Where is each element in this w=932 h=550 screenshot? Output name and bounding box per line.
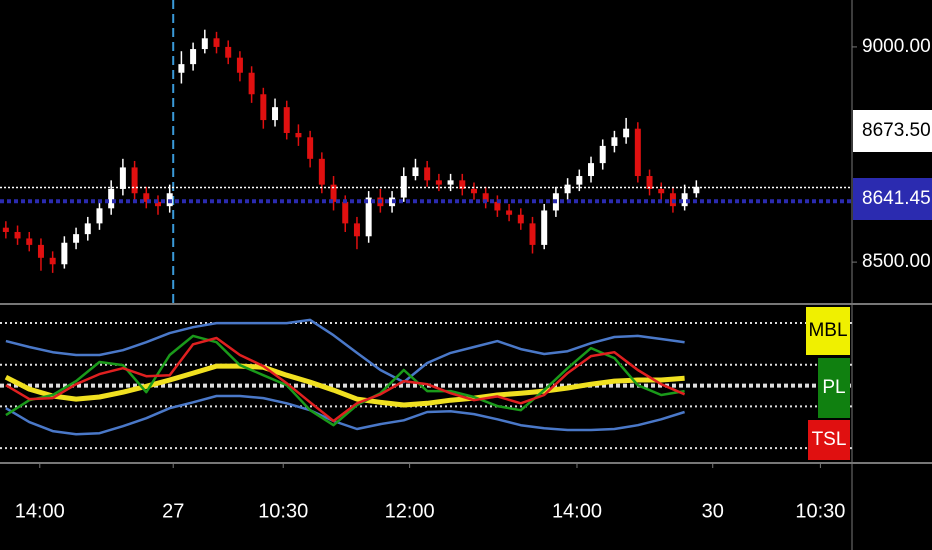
x-tick-label: 30 <box>702 500 724 522</box>
candle-body <box>84 223 91 235</box>
candle-body <box>470 188 477 194</box>
candle-body <box>295 132 302 138</box>
candle-body <box>681 193 688 207</box>
price-label: 8641.45 <box>862 188 931 209</box>
price-label-box <box>853 178 932 220</box>
candle-body <box>658 188 665 194</box>
candle-body <box>576 176 583 185</box>
candle-body <box>634 128 641 177</box>
candle-body <box>459 180 466 189</box>
candle-body <box>342 201 349 224</box>
x-tick-label: 14:00 <box>15 500 65 522</box>
candle-body <box>588 163 595 177</box>
candle-body <box>49 257 56 265</box>
candle-body <box>365 197 372 237</box>
candle-body <box>646 176 653 189</box>
candle-body <box>213 38 220 47</box>
indicator-line <box>5 318 685 384</box>
candle-body <box>236 57 243 73</box>
candle-body <box>14 231 21 239</box>
candle-body <box>541 210 548 245</box>
x-tick-label: 14:00 <box>552 500 602 522</box>
candle-body <box>283 107 290 133</box>
candle-body <box>96 208 103 224</box>
legend-label: MBL <box>808 320 847 341</box>
candle-body <box>143 193 150 202</box>
legend-label: TSL <box>812 429 847 450</box>
candle-body <box>73 234 80 243</box>
candle-body <box>119 167 126 189</box>
legend-tag <box>808 420 850 460</box>
y-tick-label: 8500.00 <box>862 251 931 272</box>
candle-body <box>260 94 267 121</box>
candle-body <box>131 167 138 194</box>
candle-body <box>564 184 571 194</box>
candle-body <box>599 145 606 164</box>
indicator-line <box>5 334 685 427</box>
candle-body <box>225 46 232 58</box>
candle-body <box>623 128 630 138</box>
candle-body <box>108 188 115 209</box>
indicator-line <box>5 336 686 423</box>
candle-body <box>529 223 536 245</box>
x-tick-label: 12:00 <box>385 500 435 522</box>
legend-tag <box>818 358 850 418</box>
x-tick-label: 10:30 <box>795 500 845 522</box>
candle-body <box>611 137 618 146</box>
candle-body <box>447 180 454 185</box>
candle-body <box>178 64 185 73</box>
candle-body <box>693 186 700 194</box>
candle-body <box>494 201 501 211</box>
candle-body <box>154 201 161 207</box>
candle-body <box>353 223 360 237</box>
candle-body <box>61 242 68 265</box>
price-label: 8673.50 <box>862 120 931 141</box>
y-tick-label: 9000.00 <box>862 36 931 57</box>
x-tick-label: 10:30 <box>258 500 308 522</box>
candle-body <box>412 167 419 177</box>
x-tick-label: 27 <box>162 500 184 522</box>
indicator-line <box>5 394 685 436</box>
candle-body <box>190 49 197 65</box>
candle-body <box>248 72 255 95</box>
indicator-line <box>4 363 685 408</box>
candle-body <box>517 214 524 224</box>
legend-tag <box>806 307 850 355</box>
candle-body <box>201 38 208 50</box>
candle-body <box>330 184 337 202</box>
candle-body <box>26 238 33 245</box>
candle-body <box>506 210 513 215</box>
candle-body <box>272 107 279 121</box>
candle-body <box>318 158 325 185</box>
candle-body <box>307 137 314 159</box>
price-label-box <box>853 110 932 152</box>
candle-body <box>37 244 44 258</box>
candle-body <box>400 176 407 198</box>
candle-body <box>424 167 431 181</box>
candle-body <box>2 227 9 232</box>
legend-label: PL <box>822 377 845 398</box>
candle-body <box>435 180 442 185</box>
candle-body <box>482 193 489 202</box>
